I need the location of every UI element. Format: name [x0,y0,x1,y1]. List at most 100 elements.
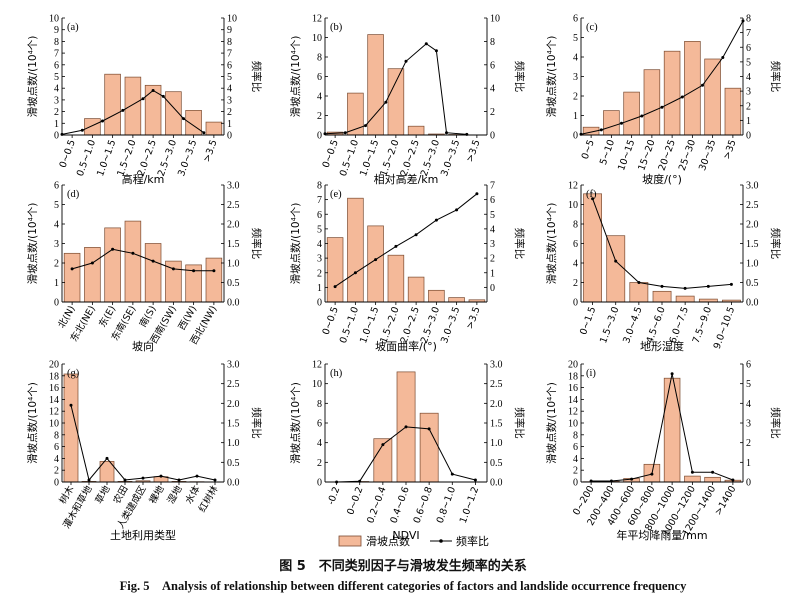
xtick-label-a-0: 0~0.5 [58,138,78,169]
ratio-point-e-7 [475,192,479,196]
ytick-label-g-6: 12 [49,407,59,418]
bar-f-2 [629,282,649,303]
xtick-label-b-5: 2.5~3.0 [419,138,442,178]
ratio-point-e-0 [333,285,337,289]
ytick-label-d-3: 3 [54,239,59,250]
y2tick-label-f-1: 0.5 [746,278,759,289]
bar-g-0 [63,373,79,483]
ytick-label-h-6: 12 [312,360,322,371]
xtick-label-c-7: >35 [721,138,738,161]
y2tick-label-g-6: 3.0 [227,360,240,371]
bar-a-3 [124,76,142,136]
y2tick-label-i-6: 6 [746,360,751,371]
xtick-label-f-4: 6.0~7.5 [668,305,691,345]
ytick-label-a-1: 1 [54,119,59,130]
ytick-label-f-1: 2 [573,278,578,289]
bar-f-3 [652,290,672,303]
y2label-f: 频率比 [769,228,782,260]
y2tick-label-g-3: 1.5 [227,419,240,430]
xtick-label-h-3: 0.4~0.6 [388,485,411,525]
xlabel-e: 坡面曲率/(°) [375,339,437,353]
ytick-label-h-1: 2 [317,458,322,469]
xtick-label-f-3: 4.5~6.0 [644,305,667,345]
xtick-label-e-3: 1.5~2.0 [378,305,401,345]
ratio-point-b-2 [364,124,367,128]
y2tick-label-g-1: 0.5 [227,458,240,469]
ylabel-b: 滑坡点数/(10⁴个) [289,36,302,118]
bar-e-6 [448,297,465,303]
ytick-label-g-0: 0 [54,478,59,489]
ratio-point-b-5 [424,42,428,46]
y2tick-label-g-4: 2.0 [227,399,240,410]
bar-f-0 [583,193,602,303]
y2tick-label-e-1: 1 [490,268,495,279]
ylabel-c: 滑坡点数/(10⁴个) [545,36,558,118]
panel-i: 0246810121416182001234560~200200~400400~… [545,360,782,543]
panel-label-f: (f) [586,189,597,200]
ylabel-h: 滑坡点数/(10⁴个) [289,382,302,464]
y2tick-label-d-3: 1.5 [227,239,240,250]
xtick-label-c-6: 30~35 [697,138,718,172]
ratio-point-a-4 [141,97,145,101]
panel-label-i: (i) [586,368,596,379]
ytick-label-g-2: 4 [54,454,59,465]
xtick-label-c-1: 5~10 [598,138,617,166]
ytick-label-g-8: 16 [49,383,59,394]
ratio-point-b-1 [343,131,347,135]
ytick-label-e-1: 1 [317,283,322,294]
y2tick-label-f-2: 1.0 [746,259,759,270]
xtick-label-e-7: >3.5 [464,305,482,330]
y2tick-label-i-5: 5 [746,379,751,390]
ratio-point-i-4 [670,372,674,376]
panel-g: 024681012141618200.00.51.01.52.02.53.0树木… [26,360,263,543]
ratio-line-d [71,248,214,272]
ratio-point-g-4 [141,476,145,480]
y2tick-label-c-3: 3 [746,87,751,98]
xtick-label-g-5: 裸地 [147,483,167,506]
xtick-label-a-6: 3.0~3.5 [176,138,199,178]
ytick-label-i-2: 4 [573,454,578,465]
y2tick-label-a-6: 6 [227,60,232,71]
ratio-line-e [334,193,478,288]
ytick-label-b-5: 10 [312,33,322,44]
y2tick-label-h-5: 2.5 [490,379,503,390]
ytick-label-e-5: 5 [317,224,322,235]
ytick-label-c-2: 2 [573,92,578,103]
ytick-label-i-6: 12 [568,407,578,418]
bar-f-1 [606,235,626,303]
y2tick-label-b-5: 10 [490,14,500,25]
xlabel-a: 高程/km [122,172,165,186]
bar-c-3 [643,69,661,136]
ytick-label-i-8: 16 [568,383,578,394]
ratio-point-h-4 [427,427,431,431]
bar-d-1 [84,247,101,303]
bar-e-4 [407,276,425,303]
ytick-label-g-9: 18 [49,371,59,382]
y2tick-label-h-6: 3.0 [490,360,503,371]
ytick-label-a-4: 4 [54,84,59,95]
ytick-label-d-5: 5 [54,200,59,211]
bar-c-4 [663,50,681,136]
y2label-i: 频率比 [769,407,782,439]
ratio-point-i-6 [711,470,715,474]
ratio-point-g-8 [213,478,217,482]
ytick-label-f-5: 10 [568,200,578,211]
legend-bar-label: 滑坡点数 [366,535,410,548]
ratio-point-c-2 [620,121,623,125]
panel-label-e: (e) [330,189,342,200]
bar-d-7 [205,257,223,303]
y2tick-label-e-0: 0 [490,283,495,294]
xlabel-i: 年平均降雨量/mm [616,528,707,542]
ytick-label-a-5: 5 [54,72,59,83]
ytick-label-f-3: 6 [573,239,578,250]
ytick-label-d-2: 2 [54,259,59,270]
ytick-label-e-7: 7 [317,195,322,206]
xtick-label-c-3: 15~20 [636,138,657,172]
y2tick-label-e-3: 3 [490,239,495,250]
xtick-label-f-0: 0~1.5 [578,305,598,336]
y2tick-label-d-2: 1.0 [227,259,240,270]
ratio-point-e-6 [455,208,459,212]
y2tick-label-b-4: 8 [490,37,495,48]
ratio-point-h-6 [473,478,477,482]
ylabel-i: 滑坡点数/(10⁴个) [545,382,558,464]
